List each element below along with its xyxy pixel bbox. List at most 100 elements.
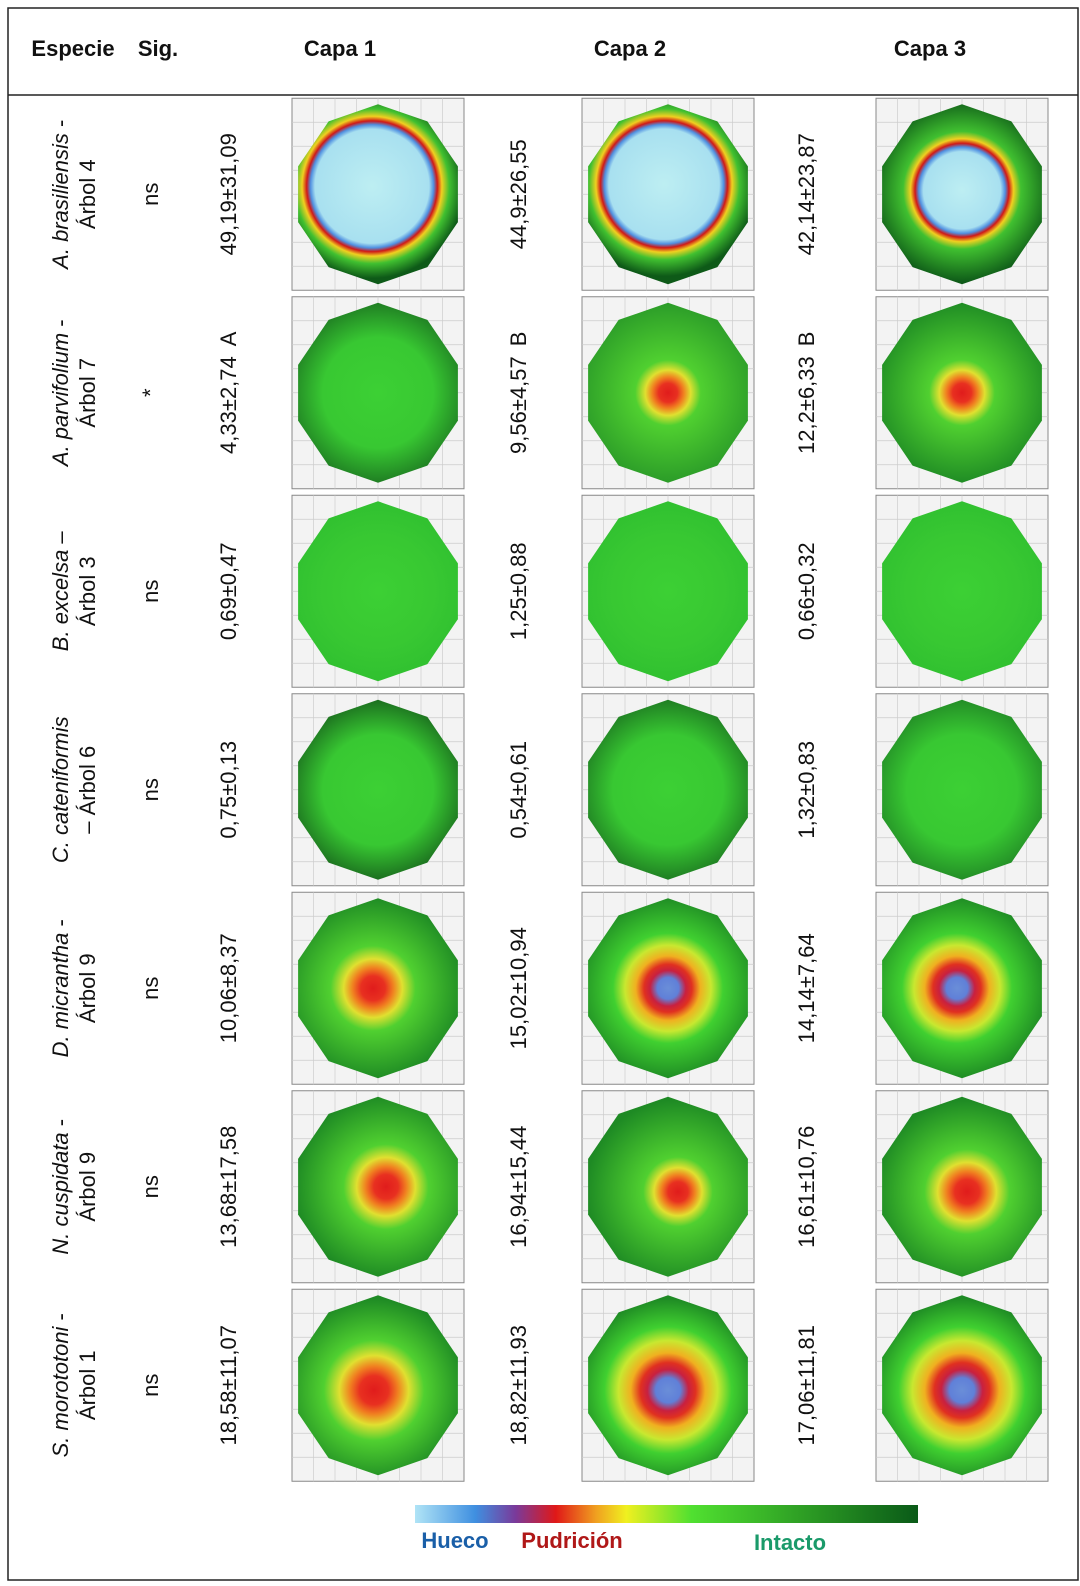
tomogram-section [588, 898, 748, 1078]
legend-hollow: Hueco [421, 1528, 488, 1553]
tree-label: Árbol 9 [75, 953, 100, 1023]
value: 9,56±4,57 [506, 356, 531, 454]
layer-value: 0,69±0,47 [216, 542, 241, 640]
layer-value: 49,19±31,09 [216, 133, 241, 255]
layer-value: 17,06±11,81 [794, 1325, 819, 1446]
species-italic: B. excelsa [48, 550, 73, 652]
value: 0,75±0,13 [216, 741, 241, 839]
layer-value: 10,06±8,37 [216, 933, 241, 1043]
tomogram-section [588, 104, 748, 284]
significance: ns [138, 183, 163, 206]
tomogram-section [588, 700, 748, 880]
legend-bar [415, 1505, 918, 1523]
group-letter: B [794, 332, 819, 347]
significance: ns [138, 1175, 163, 1198]
tomogram [292, 694, 464, 886]
tomogram-section [588, 303, 748, 483]
tomogram-section [298, 700, 458, 880]
layer-value: 16,61±10,76 [794, 1126, 819, 1248]
significance: ns [138, 580, 163, 603]
tomogram [876, 694, 1048, 886]
significance: ns [138, 778, 163, 801]
header-layer: Capa 3 [894, 36, 966, 61]
value: 4,33±2,74 [216, 356, 241, 454]
tomogram [292, 297, 464, 489]
species-italic: S. morototoni [48, 1325, 73, 1457]
tomogram [876, 98, 1048, 290]
value: 42,14±23,87 [794, 133, 819, 255]
tree-label: Árbol 7 [75, 358, 100, 428]
layer-value: 0,66±0,32 [794, 542, 819, 640]
tomogram [876, 495, 1048, 687]
tomogram [582, 98, 754, 290]
tree-label: Árbol 9 [75, 1152, 100, 1222]
tomogram-section [882, 700, 1042, 880]
layer-value: 16,94±15,44 [506, 1126, 531, 1248]
species-italic: A. parvifolium [48, 333, 73, 468]
layer-value: 13,68±17,58 [216, 1126, 241, 1248]
value: 17,06±11,81 [794, 1325, 819, 1446]
significance: * [138, 388, 163, 397]
tomogram [582, 297, 754, 489]
value: 0,66±0,32 [794, 542, 819, 640]
value: 16,61±10,76 [794, 1126, 819, 1248]
species-dash: – [48, 531, 73, 550]
species-name: C. cateniformis [48, 716, 73, 863]
value: 13,68±17,58 [216, 1126, 241, 1248]
layer-value: 15,02±10,94 [506, 927, 531, 1049]
group-letter: A [216, 331, 241, 346]
tomogram [292, 892, 464, 1084]
header-layer: Capa 1 [304, 36, 376, 61]
tomogram-section [882, 1295, 1042, 1475]
layer-value: 9,56±4,57B [506, 332, 531, 454]
value: 14,14±7,64 [794, 933, 819, 1043]
species-name: N. cuspidata - [48, 1119, 73, 1255]
tomogram [876, 297, 1048, 489]
value: 18,82±11,93 [506, 1325, 531, 1446]
tomogram [876, 892, 1048, 1084]
significance: ns [138, 1374, 163, 1397]
species-dash: - [48, 1313, 73, 1326]
layer-value: 1,25±0,88 [506, 542, 531, 640]
value: 1,25±0,88 [506, 542, 531, 640]
layer-value: 44,9±26,55 [506, 139, 531, 249]
tomogram-section [882, 501, 1042, 681]
value: 10,06±8,37 [216, 933, 241, 1043]
legend-rot: Pudrición [521, 1528, 622, 1553]
significance: ns [138, 977, 163, 1000]
layer-value: 4,33±2,74 A [216, 331, 241, 454]
tomogram-section [298, 104, 458, 284]
species-italic: D. micrantha [48, 933, 73, 1058]
header-species: Especie [31, 36, 114, 61]
layer-value: 0,54±0,61 [506, 741, 531, 839]
tree-label: Árbol 1 [75, 1350, 100, 1420]
layer-value: 18,82±11,93 [506, 1325, 531, 1446]
species-dash: - [48, 919, 73, 932]
species-italic: C. cateniformis [48, 716, 73, 863]
figure: Especie Sig. Capa 1 Capa 2 Capa 3 A. bra… [0, 0, 1080, 1586]
tomogram [582, 1091, 754, 1283]
layer-value: 1,32±0,83 [794, 741, 819, 839]
species-name: D. micrantha - [48, 919, 73, 1057]
value: 15,02±10,94 [506, 927, 531, 1049]
species-name: A. brasiliensis - [48, 120, 73, 271]
value: 0,54±0,61 [506, 741, 531, 839]
tree-label: – Árbol 6 [75, 746, 100, 834]
value: 49,19±31,09 [216, 133, 241, 255]
tomogram [582, 892, 754, 1084]
tomogram-section [298, 1295, 458, 1475]
layer-value: 42,14±23,87 [794, 133, 819, 255]
tomogram-section [298, 501, 458, 681]
tomogram [876, 1091, 1048, 1283]
value: 1,32±0,83 [794, 741, 819, 839]
species-name: A. parvifolium - [48, 319, 73, 468]
tomogram-section [588, 1295, 748, 1475]
layer-value: 0,75±0,13 [216, 741, 241, 839]
value: 12,2±6,33 [794, 356, 819, 454]
layer-value: 12,2±6,33 B [794, 332, 819, 454]
species-italic: A. brasiliensis [48, 133, 73, 271]
value: 0,69±0,47 [216, 542, 241, 640]
species-dash: - [48, 120, 73, 133]
layer-value: 18,58±11,07 [216, 1325, 241, 1446]
